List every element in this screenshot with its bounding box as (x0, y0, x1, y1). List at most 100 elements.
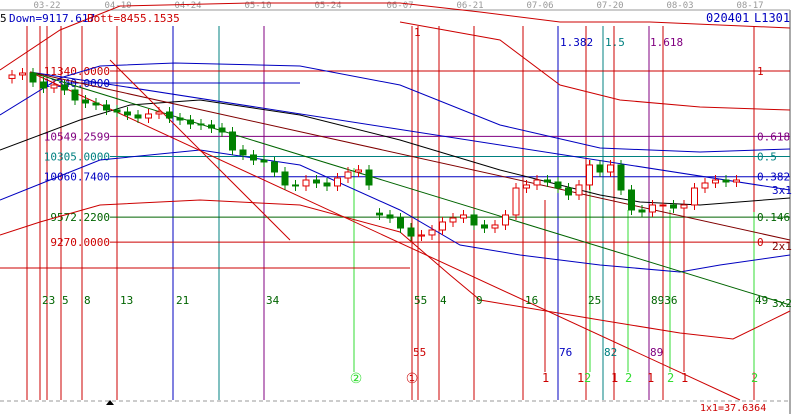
count-label: 1 (542, 371, 549, 385)
fib-time-label: 8 (84, 294, 91, 307)
level-ratio-label: 0.146 (757, 211, 790, 224)
candle (701, 182, 709, 189)
level-ratio-label: 0.5 (757, 151, 777, 164)
scroll-marker-icon (106, 400, 114, 405)
candle (218, 127, 226, 133)
candle (155, 111, 163, 115)
ratio-label: 1.618 (650, 36, 683, 49)
candle (92, 102, 100, 106)
candle (649, 204, 656, 213)
count-label: 2 (751, 371, 758, 385)
candle (134, 114, 142, 119)
candle (607, 164, 614, 173)
fan-line-1x1 (29, 71, 741, 401)
level-label: 9270.0000 (50, 236, 110, 249)
count-label: 2 (625, 371, 632, 385)
candle (82, 99, 89, 104)
lower-band (0, 199, 791, 340)
fan-label: 3x2 (772, 297, 792, 310)
x-tick-label: 07-06 (526, 1, 553, 11)
fib-time-label: 9 (476, 294, 483, 307)
ratio-label: 1.382 (560, 36, 593, 49)
candle (124, 111, 131, 116)
fib-time-label: 5 (62, 294, 69, 307)
cycle-label: 89 (650, 346, 663, 359)
candle (596, 164, 604, 173)
candle (239, 149, 247, 156)
candle (229, 131, 236, 151)
upper-band (0, 2, 791, 71)
candle (628, 189, 635, 211)
candle (323, 182, 331, 187)
candle (271, 161, 278, 173)
bottom-value: Bott=8455.1535 (87, 12, 180, 25)
candle (407, 227, 415, 237)
candle (691, 187, 698, 206)
fib-time-label: 4 (440, 294, 447, 307)
candle (187, 119, 194, 125)
candle (365, 169, 373, 186)
x-tick-label: 03-22 (33, 1, 60, 11)
count-label: 2 (667, 371, 674, 385)
candle (575, 184, 583, 196)
count-label: 1 (611, 371, 618, 385)
candle (502, 214, 509, 226)
fan-line-2x1 (29, 71, 791, 241)
fan-label: 3x1 (772, 184, 792, 197)
candle (428, 229, 436, 236)
candle (449, 217, 457, 223)
candle (418, 234, 425, 237)
candle (334, 177, 341, 187)
fib-time-label: 16 (525, 294, 538, 307)
candle (712, 179, 719, 184)
circle-label: ① (406, 371, 419, 387)
candle (344, 171, 352, 179)
upper-blue-band (0, 62, 791, 153)
fib-time-label: 23 (42, 294, 55, 307)
candle (470, 214, 478, 226)
x-tick-label: 08-03 (666, 1, 693, 11)
fan-line-3x2 (29, 71, 791, 306)
candle (617, 164, 625, 191)
candle (40, 81, 47, 89)
candle (722, 179, 730, 183)
scale-label: 1x1=37.6364 (700, 403, 766, 414)
fan-label: 2x1 (772, 240, 792, 253)
candle (638, 209, 646, 213)
candle (533, 179, 541, 186)
x-tick-label: 04-10 (104, 1, 131, 11)
candle (197, 123, 205, 126)
candle (208, 124, 215, 129)
candle (491, 224, 499, 229)
candle (260, 159, 268, 163)
fib-time-label: 49 (755, 294, 768, 307)
fan-line-3x1 (29, 71, 791, 191)
candle (71, 89, 79, 101)
candle (460, 214, 467, 219)
level-ratio-label: 0.618 (757, 130, 790, 143)
fib-time-label: 25 (588, 294, 601, 307)
level-label: 10305.0000 (44, 151, 110, 164)
candle (659, 204, 667, 207)
diagonal-line (109, 59, 291, 241)
candle (103, 104, 110, 111)
level-ratio-label: 0.382 (757, 171, 790, 184)
candle (376, 212, 383, 216)
down-value: Down=9117.617 (9, 12, 95, 25)
count-label: 1 (647, 371, 654, 385)
ratio-label: 1 (414, 26, 421, 39)
circle-label: ② (350, 371, 363, 387)
candle (733, 179, 740, 183)
candle (145, 113, 152, 119)
candle (281, 171, 289, 186)
candle (8, 74, 16, 79)
candle (481, 224, 488, 229)
level-label: 10060.7400 (44, 171, 110, 184)
level-label: 10549.2599 (44, 130, 110, 143)
cycle-label: 55 (413, 346, 426, 359)
cycle-label: 82 (604, 346, 617, 359)
ratio-label: 1.5 (605, 36, 625, 49)
x-tick-label: 04-24 (174, 1, 201, 11)
x-tick-label: 06-21 (456, 1, 483, 11)
